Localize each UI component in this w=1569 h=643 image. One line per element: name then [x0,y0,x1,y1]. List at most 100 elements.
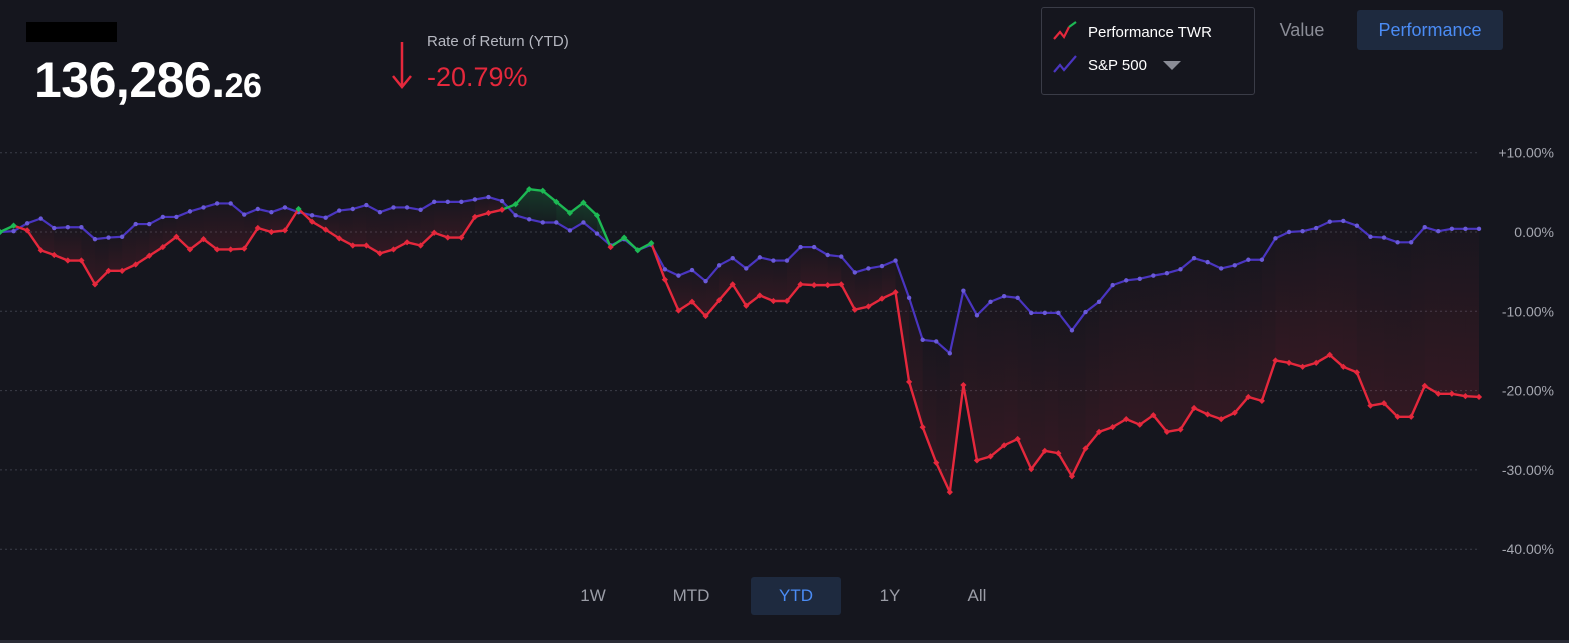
performance-segment [1002,437,1019,447]
performance-point [200,236,207,243]
performance-point [1218,416,1225,423]
performance-point [1245,393,1252,401]
performance-segment [1016,437,1033,471]
difference-area [67,227,82,261]
sp500-point [581,220,586,225]
performance-segment [53,253,70,262]
sp500-point [879,263,885,269]
performance-segment [650,241,667,281]
performance-segment [310,220,327,231]
difference-area [827,254,842,286]
performance-segment [785,283,802,303]
legend-item-sp500[interactable]: S&P 500 [1052,54,1181,76]
sp500-point [201,205,206,210]
sp500-point [947,351,953,356]
performance-point [1421,382,1428,389]
performance-point [1014,435,1021,443]
difference-area [474,197,489,217]
sp500-point [771,258,776,263]
sp500-point [1422,225,1427,230]
range-all-button[interactable]: All [967,586,987,605]
performance-point [186,246,194,253]
sp500-point [893,258,898,263]
range-1w-button[interactable]: 1W [580,586,606,605]
sp500-point [1259,257,1265,262]
performance-point [0,228,4,236]
performance-segment [894,291,911,384]
chevron-down-icon[interactable] [1162,60,1181,70]
range-ytd-button[interactable]: YTD [751,577,841,615]
sp500-point [1218,266,1224,271]
down-arrow-icon [392,42,412,89]
performance-segment [582,201,599,217]
performance-point [241,245,248,252]
sp500-point [1056,310,1061,316]
sp500-point [1476,226,1482,232]
performance-segment [297,207,314,223]
sp500-point [11,229,16,234]
sp500-point [1096,299,1102,304]
sp500-point [784,258,790,263]
performance-view-button[interactable]: Performance [1357,10,1503,50]
sp500-point [757,255,763,260]
performance-point [24,227,31,234]
performance-segment [541,189,558,204]
performance-segment [921,425,938,464]
performance-segment [1125,417,1141,426]
difference-area [122,224,136,271]
performance-segment [134,254,151,266]
difference-area [1424,227,1439,394]
sp500-point [214,201,220,206]
sp500-point [567,228,573,233]
chart-legend[interactable]: Performance TWR S&P 500 [1041,7,1255,95]
performance-segment [25,229,42,252]
performance-segment [1084,430,1101,450]
performance-segment [1382,402,1399,418]
performance-segment [1057,452,1074,478]
legend-item-performance[interactable]: Performance TWR [1052,21,1212,43]
difference-area [447,201,462,238]
performance-segment [1260,359,1277,403]
performance-segment [1233,395,1250,415]
difference-area [936,341,950,493]
sp500-point [1232,263,1237,268]
range-mtd-button[interactable]: MTD [672,586,710,605]
performance-segment [514,187,531,206]
performance-segment [460,215,477,239]
sp500-point [540,220,545,225]
difference-area [732,258,747,306]
sp500-point [323,215,328,220]
performance-point [1082,445,1089,452]
performance-segment [880,291,897,300]
performance-point [1326,351,1333,359]
series-line-sp500 [0,196,1479,355]
performance-point [254,224,261,232]
performance-segment [188,237,205,251]
difference-area [1275,232,1290,363]
performance-segment [283,207,300,232]
value-view-button[interactable]: Value [1279,20,1325,40]
sp500-point [825,252,830,258]
performance-point [1272,357,1279,364]
difference-area [379,207,394,254]
performance-point [295,205,302,213]
performance-segment [120,263,137,273]
performance-point [1000,442,1008,449]
sp500-point [65,225,71,230]
performance-segment [622,236,639,252]
performance-segment [500,203,517,211]
sp500-point [309,213,315,218]
sp500-point [1368,234,1373,239]
difference-area [81,227,95,285]
performance-segment [1111,417,1128,429]
sp500-point [866,266,871,271]
difference-area [1465,228,1479,397]
sp500-point [1151,273,1156,278]
performance-point [1136,421,1143,428]
performance-point [865,303,872,310]
range-1y-button[interactable]: 1Y [879,586,901,605]
difference-area [719,258,733,301]
difference-area [1356,225,1371,406]
sp500-point [228,201,233,206]
difference-area [1207,262,1222,420]
